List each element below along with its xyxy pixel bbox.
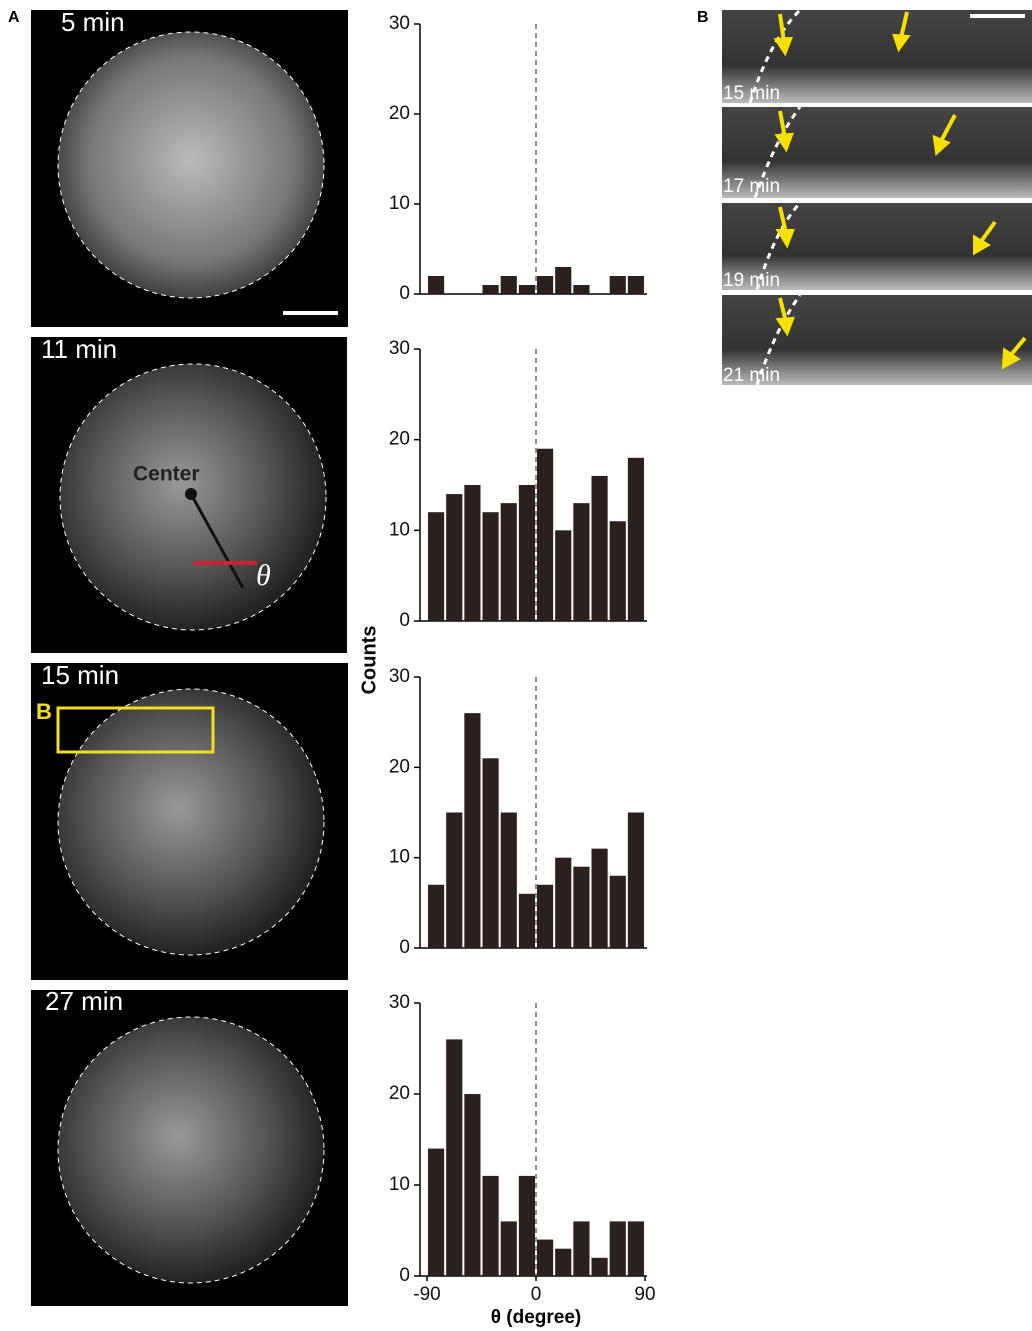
bar [501,503,517,621]
kymographs [722,10,1032,385]
bar [555,530,571,621]
y-tick-label: 10 [389,519,410,540]
bar [537,885,553,948]
time-label: 5 min [61,7,125,37]
time-label: 21 min [723,365,780,386]
micrographs [31,10,348,1306]
droplet [58,689,324,955]
bar [483,758,499,948]
bar [483,285,499,294]
y-tick-label: 20 [389,1083,410,1104]
time-label: 15 min [41,660,119,690]
bar [428,276,444,294]
bar [573,285,589,294]
y-tick-label: 20 [389,429,410,450]
y-tick-label: 0 [399,937,410,958]
bar [610,1221,626,1276]
bar [501,813,517,949]
time-label: 15 min [723,83,780,104]
bar [483,512,499,621]
y-tick-label: 30 [389,338,410,359]
bar [464,485,480,621]
y-tick-label: 30 [389,666,410,687]
droplet [58,1017,324,1283]
bar [428,512,444,621]
y-tick-label: 10 [389,847,410,868]
theta-label: θ [256,559,271,592]
bar [555,1249,571,1276]
bar [446,494,462,621]
bar [573,503,589,621]
y-tick-label: 20 [389,103,410,124]
y-tick-label: 30 [389,13,410,34]
bar [464,713,480,948]
y-tick-label: 0 [399,283,410,304]
figure: A B 5 min 11 min 15 min 27 min Center θ … [0,0,1032,1331]
bar [519,1176,535,1276]
bar [628,458,644,621]
bar [628,813,644,949]
bar [555,267,571,294]
time-label: 27 min [45,986,123,1016]
bar [537,276,553,294]
bar [610,276,626,294]
y-tick-label: 30 [389,992,410,1013]
y-tick-label: 20 [389,756,410,777]
x-tick-label: -90 [413,1284,440,1305]
bar [501,276,517,294]
bar [573,1221,589,1276]
bar [519,485,535,621]
bar [464,1094,480,1276]
time-label: 11 min [41,334,117,364]
bar [446,813,462,949]
y-tick-label: 10 [389,193,410,214]
y-tick-label: 0 [399,1265,410,1286]
bar [592,476,608,621]
bar [610,876,626,948]
bar [501,1221,517,1276]
panel-label: A [8,9,20,26]
panel-label: B [697,9,709,26]
bar [428,885,444,948]
bar [519,894,535,948]
y-tick-label: 0 [399,610,410,631]
x-tick-label: 0 [531,1284,542,1305]
bar [483,1176,499,1276]
y-axis-label: Counts [358,626,380,695]
y-tick-label: 10 [389,1174,410,1195]
inset-label: B [36,699,52,724]
bar [555,858,571,948]
droplet [58,32,324,298]
center-label: Center [133,463,200,486]
bar [537,449,553,621]
x-axis-label: θ (degree) [491,1307,582,1328]
bar [446,1039,462,1276]
bar [592,849,608,948]
x-tick-label: 90 [634,1284,655,1305]
bar [519,285,535,294]
bar [573,867,589,948]
bar [428,1149,444,1276]
time-label: 19 min [723,270,780,291]
bar [610,521,626,621]
time-label: 17 min [723,176,780,197]
bar [628,276,644,294]
bar [628,1221,644,1276]
bar [537,1240,553,1276]
bar [592,1258,608,1276]
